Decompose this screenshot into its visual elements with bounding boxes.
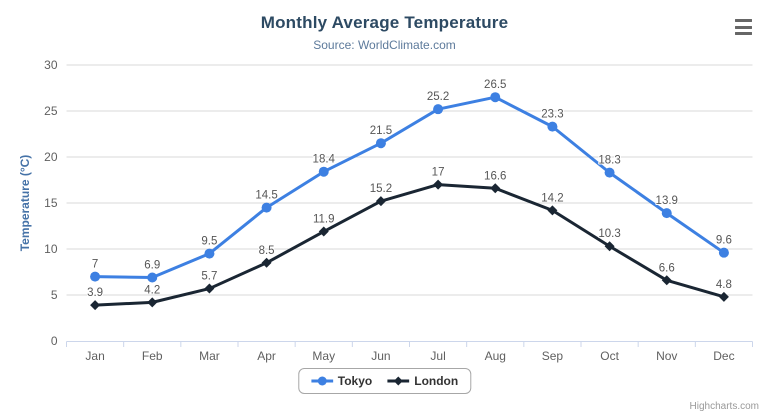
x-axis-tick-label: Jun xyxy=(371,349,390,363)
legend: Tokyo London xyxy=(297,368,472,394)
x-axis-tick-label: Nov xyxy=(656,349,677,363)
london-data-label: 15.2 xyxy=(370,183,392,195)
london-data-label: 16.6 xyxy=(484,170,506,182)
tokyo-point-jun[interactable] xyxy=(375,138,386,149)
london-series-legend-marker xyxy=(387,376,410,386)
credits-link[interactable]: Highcharts.com xyxy=(689,401,759,412)
x-axis-tick-label: Mar xyxy=(199,349,220,363)
tokyo-data-label: 21.5 xyxy=(370,125,392,137)
tokyo-data-label: 14.5 xyxy=(255,190,277,202)
london-data-label: 17 xyxy=(432,167,445,179)
london-data-label: 5.7 xyxy=(201,271,217,283)
legend-label-london: London xyxy=(414,374,459,388)
tokyo-point-apr[interactable] xyxy=(261,202,272,213)
tokyo-point-dec[interactable] xyxy=(718,247,729,258)
tokyo-point-jan[interactable] xyxy=(90,271,101,282)
x-axis-tick-label: Dec xyxy=(713,349,734,363)
tokyo-point-sep[interactable] xyxy=(547,121,558,132)
london-point-jul[interactable] xyxy=(433,179,444,190)
tokyo-data-label: 25.2 xyxy=(427,91,449,103)
tokyo-data-label: 26.5 xyxy=(484,79,506,91)
tokyo-point-may[interactable] xyxy=(318,166,329,177)
y-axis-tick-label: 25 xyxy=(44,104,58,118)
y-axis-tick-label: 30 xyxy=(44,58,58,72)
hamburger-icon-bar xyxy=(735,32,752,35)
legend-label-tokyo: Tokyo xyxy=(337,374,373,388)
y-axis-tick-label: 15 xyxy=(44,196,58,210)
x-axis-tick-label: May xyxy=(312,349,335,363)
tokyo-data-label: 9.6 xyxy=(716,235,732,247)
export-menu-button[interactable] xyxy=(732,17,756,37)
london-point-sep[interactable] xyxy=(547,205,558,216)
tokyo-series-legend-marker xyxy=(310,376,333,386)
london-point-nov[interactable] xyxy=(661,275,672,286)
tokyo-point-jul[interactable] xyxy=(433,104,444,115)
tokyo-data-label: 23.3 xyxy=(541,109,563,121)
london-data-label: 4.8 xyxy=(716,279,732,291)
x-axis-tick-label: Sep xyxy=(542,349,564,363)
london-data-label: 4.2 xyxy=(144,284,160,296)
tokyo-point-oct[interactable] xyxy=(604,167,615,178)
london-point-aug[interactable] xyxy=(490,183,501,194)
tokyo-series-line xyxy=(93,95,726,280)
london-point-apr[interactable] xyxy=(261,257,272,268)
hamburger-icon-bar xyxy=(735,25,752,29)
x-axis-tick-label: Jul xyxy=(430,349,445,363)
london-data-label: 8.5 xyxy=(259,245,275,257)
tokyo-data-label: 6.9 xyxy=(144,260,160,272)
x-axis-tick-label: Apr xyxy=(257,349,276,363)
tokyo-point-nov[interactable] xyxy=(661,208,672,219)
london-point-mar[interactable] xyxy=(204,283,215,294)
london-point-jun[interactable] xyxy=(375,196,386,207)
london-point-may[interactable] xyxy=(318,226,329,237)
london-point-feb[interactable] xyxy=(147,297,158,308)
chart-title: Monthly Average Temperature xyxy=(260,13,509,32)
london-data-label: 10.3 xyxy=(598,228,620,240)
legend-item-tokyo[interactable]: Tokyo xyxy=(310,374,373,388)
london-data-label: 14.2 xyxy=(541,192,563,204)
y-axis-tick-label: 20 xyxy=(44,150,58,164)
london-point-jan[interactable] xyxy=(90,300,101,311)
tokyo-data-label: 9.5 xyxy=(201,236,217,248)
x-axis-tick-label: Oct xyxy=(600,349,619,363)
london-data-label: 6.6 xyxy=(659,262,675,274)
x-axis-tick-label: Feb xyxy=(142,349,163,363)
x-axis-tick-label: Aug xyxy=(485,349,506,363)
y-axis-tick-label: 10 xyxy=(44,242,58,256)
tokyo-point-feb[interactable] xyxy=(147,272,158,283)
x-axis-tick-label: Jan xyxy=(85,349,104,363)
tokyo-data-label: 18.4 xyxy=(313,154,336,166)
tokyo-data-label: 13.9 xyxy=(656,195,678,207)
chart-subtitle: Source: WorldClimate.com xyxy=(313,38,456,52)
hamburger-icon-bar xyxy=(735,19,752,22)
tokyo-point-aug[interactable] xyxy=(490,92,501,103)
y-axis-tick-label: 0 xyxy=(51,334,58,348)
london-point-dec[interactable] xyxy=(718,291,729,302)
london-point-oct[interactable] xyxy=(604,241,615,252)
london-data-label: 3.9 xyxy=(87,287,103,299)
y-axis-title: Temperature (°C) xyxy=(18,154,32,252)
tokyo-point-mar[interactable] xyxy=(204,248,215,259)
london-series-line xyxy=(93,183,726,307)
london-data-label: 11.9 xyxy=(313,214,335,226)
tokyo-data-label: 7 xyxy=(92,259,98,271)
tokyo-data-label: 18.3 xyxy=(598,155,620,167)
y-axis-tick-label: 5 xyxy=(51,288,58,302)
legend-item-london[interactable]: London xyxy=(387,374,458,388)
